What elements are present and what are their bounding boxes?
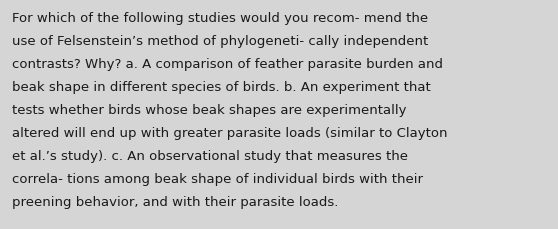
Text: tests whether birds whose beak shapes are experimentally: tests whether birds whose beak shapes ar… xyxy=(12,104,406,117)
Text: correla- tions among beak shape of individual birds with their: correla- tions among beak shape of indiv… xyxy=(12,172,423,185)
Text: beak shape in different species of birds. b. An experiment that: beak shape in different species of birds… xyxy=(12,81,431,94)
Text: For which of the following studies would you recom- mend the: For which of the following studies would… xyxy=(12,12,428,25)
Text: contrasts? Why? a. A comparison of feather parasite burden and: contrasts? Why? a. A comparison of feath… xyxy=(12,58,443,71)
Text: preening behavior, and with their parasite loads.: preening behavior, and with their parasi… xyxy=(12,195,338,208)
Text: et al.’s study). c. An observational study that measures the: et al.’s study). c. An observational stu… xyxy=(12,149,408,162)
Text: altered will end up with greater parasite loads (similar to Clayton: altered will end up with greater parasit… xyxy=(12,126,448,139)
Text: use of Felsenstein’s method of phylogeneti- cally independent: use of Felsenstein’s method of phylogene… xyxy=(12,35,428,48)
